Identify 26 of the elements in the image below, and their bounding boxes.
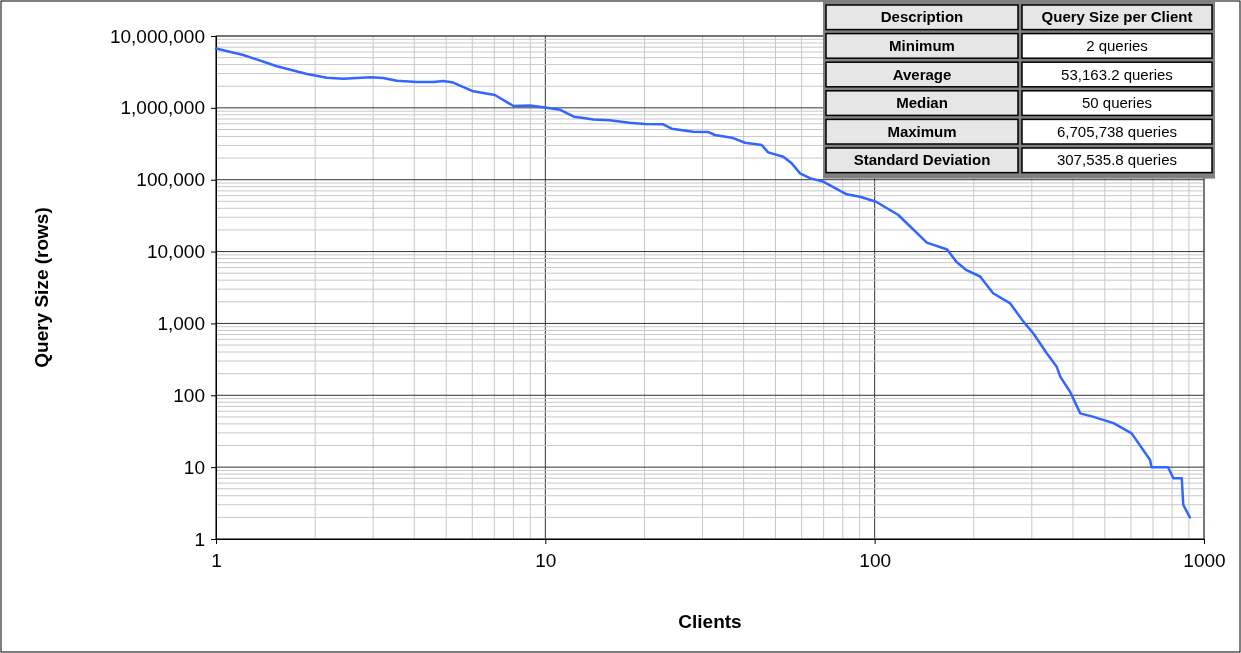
annotation: Standard Deviation [853,151,991,169]
y-tick-label: 1,000 [157,313,205,335]
y-tick-label: 100 [173,384,205,406]
x-tick-label: 1000 [1183,550,1226,572]
text: Description [880,8,964,26]
y-tick-label: 10,000 [146,241,205,263]
y-tick-label: 10,000,000 [109,25,205,47]
annotation: 6,705,738 queries [1056,122,1178,140]
annotation: 50 queries [1081,94,1153,112]
annotation: Average [892,65,952,83]
y-tick-label: 10 [183,456,205,478]
text: Query Size per Client [1041,8,1193,26]
y-tick-label: 100,000 [136,169,205,191]
x-tick-label: 1 [211,550,222,572]
x-tick-label: 10 [535,550,557,572]
annotation: Median [896,94,948,112]
x-axis-title: Clients [678,611,742,632]
y-tick-label: 1 [194,528,205,550]
annotation: 53,163.2 queries [1061,65,1173,83]
y-axis-title: Query Size (rows) [31,207,52,368]
annotation: Maximum [887,122,957,140]
annotation: Minimum [889,36,955,54]
y-tick-label: 1,000,000 [120,97,205,119]
annotation: 307,535.8 queries [1056,151,1178,169]
x-tick-label: 100 [859,550,892,572]
annotation: 2 queries [1086,36,1148,54]
